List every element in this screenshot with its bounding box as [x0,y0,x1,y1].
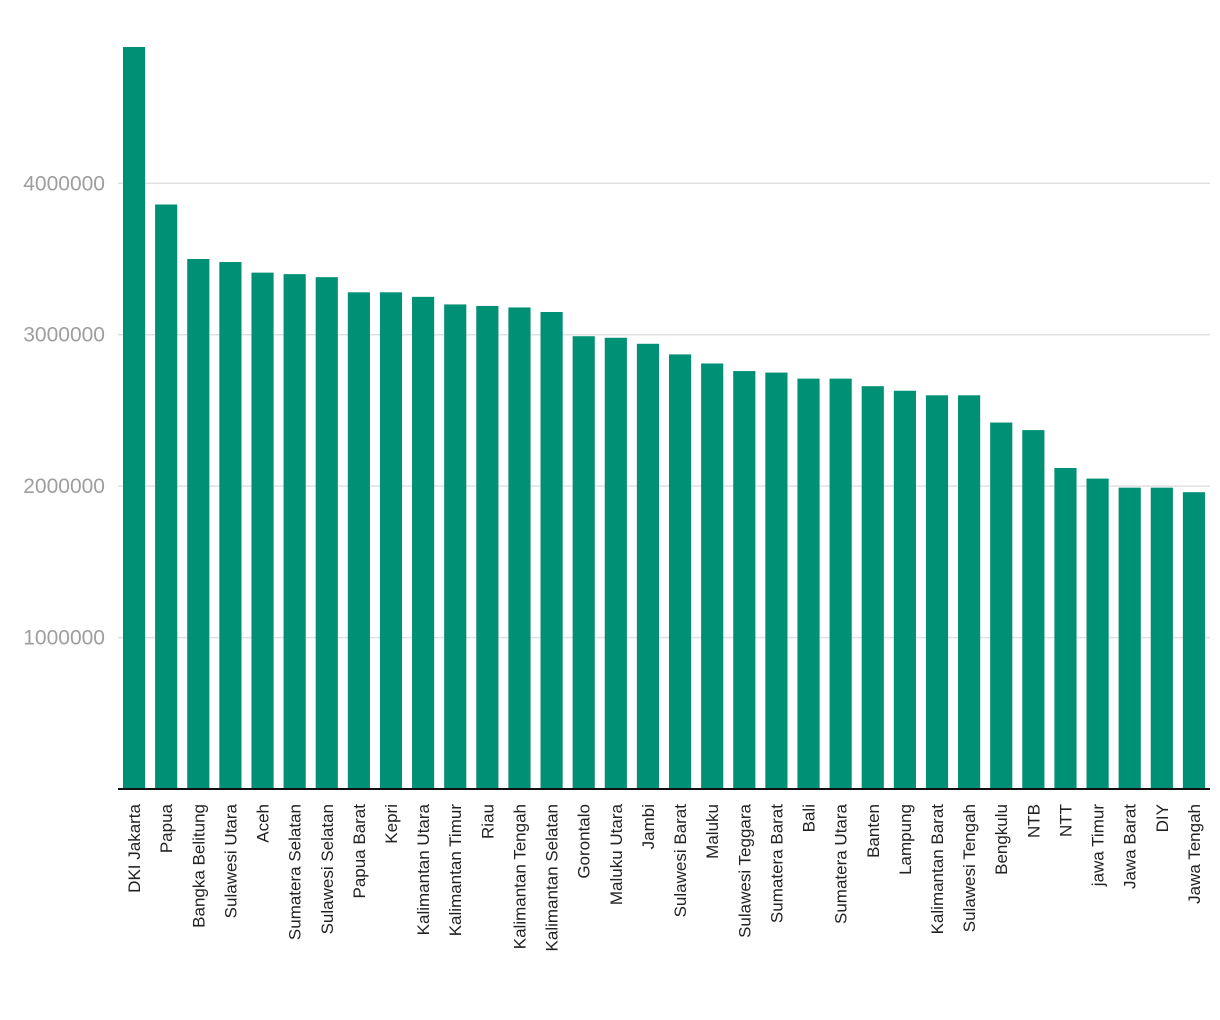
x-tick-label: Sulawesi Teggara [735,803,754,937]
x-tick-label: Maluku Utara [607,803,626,905]
bar [1086,478,1109,789]
x-axis-ticks: DKI Jakarta Papua Bangka Belitung Sulawesi … [125,803,1204,951]
bar [797,378,820,789]
x-tick-label: Kalimantan Barat [928,804,947,935]
y-axis-ticks: 1000000 2000000 3000000 4000000 [23,172,105,649]
bar [347,292,370,789]
bar [379,292,403,789]
bar [1118,487,1141,789]
y-tick-label: 2000000 [23,475,105,498]
x-tick-label: Kepri [382,804,401,844]
x-tick-label: Banten [864,804,883,858]
y-tick-label: 3000000 [23,324,105,347]
x-tick-label: Kalimantan Selatan [543,804,562,951]
y-tick-label: 1000000 [23,627,105,650]
x-tick-label: Kalimantan Timur [446,804,465,937]
bar [604,337,627,789]
bar [412,296,435,789]
x-tick-label: Sumatera Selatan [286,804,305,940]
x-tick-label: Bangka Belitung [189,804,208,928]
x-tick-label: Jambi [639,804,658,849]
bar [283,274,306,790]
x-tick-label: NTT [1056,804,1075,837]
bar [1054,467,1077,789]
bar [476,305,499,789]
x-tick-label: Sumatera Utara [832,803,851,924]
x-tick-label: Papua [157,803,176,853]
bar [219,262,242,789]
x-tick-label: Sulawesi Utara [221,803,240,918]
bar [829,378,852,789]
x-tick-label: Aceh [254,804,273,843]
x-tick-label: Sulawesi Tengah [960,804,979,932]
x-tick-label: NTB [1024,804,1043,838]
bar [572,336,595,789]
bar [925,395,949,789]
x-tick-label: Bali [800,804,819,832]
bar [251,272,274,790]
bar [701,363,724,789]
x-tick-label: DKI Jakarta [125,803,144,892]
bar [668,354,692,789]
gridlines [118,182,1210,639]
bar [765,372,788,789]
x-tick-label: Gorontalo [575,804,594,879]
x-tick-label: Jawa Tengah [1185,804,1204,904]
bar [893,390,916,789]
x-tick-label: Sulawesi Barat [671,804,690,918]
bar [733,371,756,789]
bar [540,312,563,789]
bar [187,259,210,789]
x-tick-label: Sulawesi Selatan [318,804,337,934]
x-tick-label: jawa Timur [1089,804,1108,888]
x-tick-label: Papua Barat [350,804,369,899]
bar [636,343,660,789]
bar [861,386,884,789]
bar [155,204,178,789]
bar [1022,430,1045,789]
x-tick-label: Maluku [703,804,722,859]
bar [315,277,338,789]
x-tick-label: DIY [1153,804,1172,832]
x-tick-label: Bengkulu [992,804,1011,875]
bar [122,47,146,789]
bar [1150,487,1173,789]
bar [444,304,467,789]
x-tick-label: Sumatera Barat [767,804,786,923]
bar [958,395,981,789]
bar [1182,492,1206,789]
x-tick-label: Jawa Barat [1121,804,1140,889]
bars [122,47,1206,790]
x-tick-label: Kalimantan Tengah [510,804,529,949]
x-tick-label: Lampung [896,804,915,875]
y-tick-label: 4000000 [23,172,105,195]
bar [508,307,531,789]
bar [990,422,1013,789]
x-tick-label: Riau [478,804,497,839]
x-tick-label: Kalimantan Utara [414,803,433,935]
